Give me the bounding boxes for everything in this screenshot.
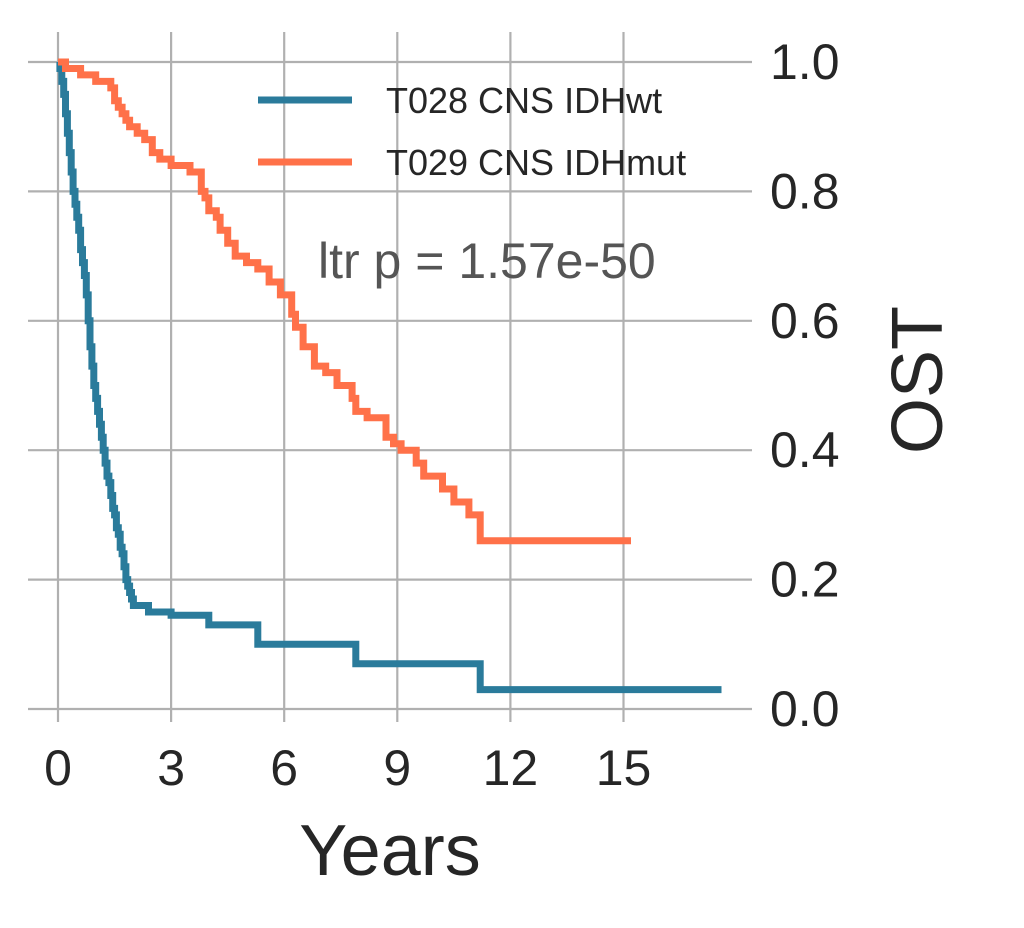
x-tick-label: 12 (483, 740, 539, 796)
legend: T028 CNS IDHwt T029 CNS IDHmut (258, 80, 686, 183)
y-tick-label: 1.0 (770, 34, 840, 90)
x-tick-label: 9 (383, 740, 411, 796)
x-tick-label: 6 (270, 740, 298, 796)
series-line-idhwt (56, 58, 722, 694)
x-tick-label: 3 (157, 740, 185, 796)
legend-label: T028 CNS IDHwt (386, 80, 662, 121)
p-value-annotation: ltr p = 1.57e-50 (318, 233, 656, 289)
x-tick-label: 0 (44, 740, 72, 796)
x-axis-title: Years (299, 811, 480, 891)
y-tick-label: 0.8 (770, 163, 840, 219)
grid-layer (28, 32, 752, 722)
axis-ticks-layer: 0.0 0.2 0.4 0.6 0.8 1.0 0 3 6 9 12 15 (44, 34, 839, 796)
y-tick-label: 0.2 (770, 552, 840, 608)
y-tick-label: 0.6 (770, 293, 840, 349)
legend-label: T029 CNS IDHmut (386, 142, 686, 183)
series-line-idhmut (58, 58, 631, 545)
y-tick-label: 0.0 (770, 681, 840, 737)
series-layer (56, 58, 722, 694)
y-axis-title: OST (878, 306, 958, 454)
x-tick-label: 15 (596, 740, 652, 796)
y-tick-label: 0.4 (770, 422, 840, 478)
